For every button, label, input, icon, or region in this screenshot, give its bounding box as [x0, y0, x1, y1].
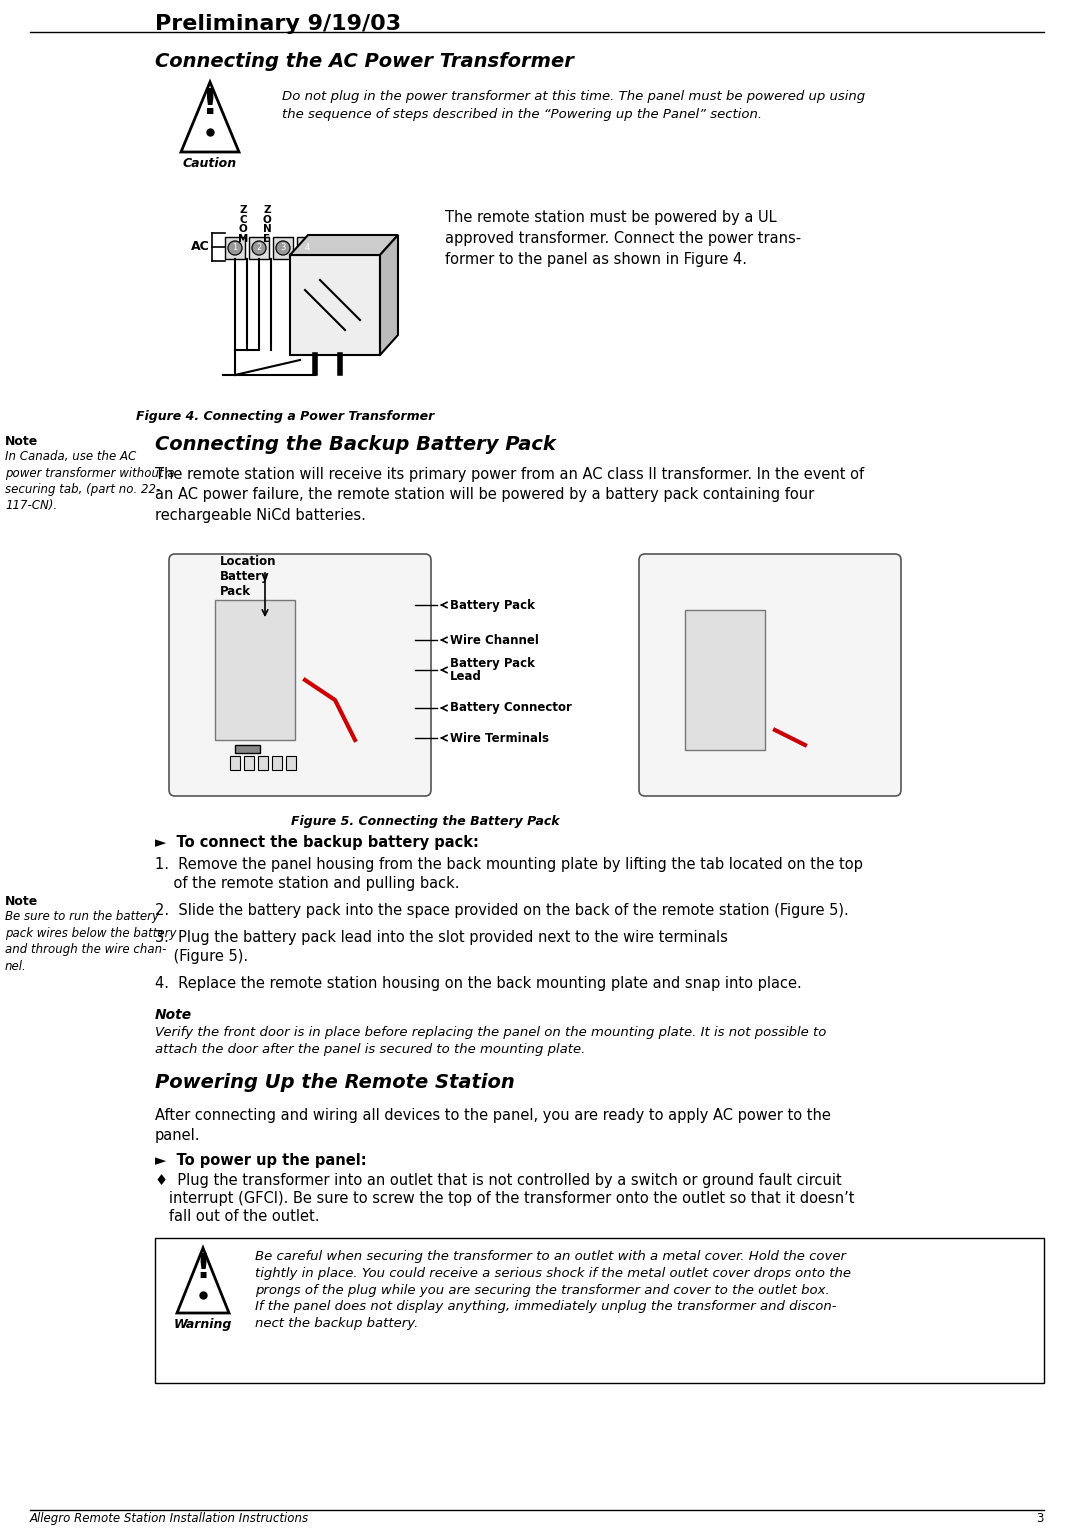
FancyBboxPatch shape [639, 554, 901, 796]
Text: The remote station will receive its primary power from an AC class II transforme: The remote station will receive its prim… [155, 466, 865, 523]
Text: ►  To connect the backup battery pack:: ► To connect the backup battery pack: [155, 834, 479, 850]
Text: Wire Terminals: Wire Terminals [450, 732, 549, 744]
Text: Location
Battery
Pack: Location Battery Pack [220, 555, 276, 598]
Bar [215, 600, 295, 739]
Text: Figure 5. Connecting the Battery Pack: Figure 5. Connecting the Battery Pack [291, 815, 560, 828]
Text: 1.  Remove the panel housing from the back mounting plate by lifting the tab loc: 1. Remove the panel housing from the bac… [155, 858, 862, 891]
Polygon shape [380, 235, 398, 354]
Text: Figure 4. Connecting a Power Transformer: Figure 4. Connecting a Power Transformer [136, 410, 434, 423]
Text: 4.  Replace the remote station housing on the back mounting plate and snap into : 4. Replace the remote station housing on… [155, 976, 802, 991]
Text: Battery Pack
Lead: Battery Pack Lead [450, 657, 535, 684]
Polygon shape [182, 81, 240, 152]
Text: !: ! [202, 87, 218, 121]
Bar [685, 611, 765, 750]
Text: The remote station must be powered by a UL
approved transformer. Connect the pow: The remote station must be powered by a … [445, 210, 801, 267]
Circle shape [276, 241, 290, 255]
Circle shape [252, 241, 266, 255]
Bar [258, 756, 268, 770]
Bar [249, 236, 268, 259]
Text: Note: Note [155, 1008, 192, 1022]
Bar [286, 756, 296, 770]
Text: Wire Channel: Wire Channel [450, 634, 539, 646]
Polygon shape [290, 235, 398, 255]
Bar [290, 255, 380, 354]
Text: Note: Note [5, 436, 39, 448]
Bar [155, 1238, 1044, 1384]
Text: In Canada, use the AC
power transformer without a
securing tab, (part no. 22-
11: In Canada, use the AC power transformer … [5, 449, 175, 512]
Text: AC: AC [191, 241, 211, 253]
Bar [230, 756, 240, 770]
Circle shape [300, 241, 314, 255]
Text: Battery Pack: Battery Pack [450, 598, 535, 612]
Text: 2: 2 [257, 244, 262, 253]
Text: Caution: Caution [183, 156, 237, 170]
Text: Be sure to run the battery
pack wires below the battery
and through the wire cha: Be sure to run the battery pack wires be… [5, 910, 176, 973]
Text: ♦  Plug the transformer into an outlet that is not controlled by a switch or gro: ♦ Plug the transformer into an outlet th… [155, 1174, 842, 1187]
Text: Verify the front door is in place before replacing the panel on the mounting pla: Verify the front door is in place before… [155, 1026, 826, 1055]
Text: Allegro Remote Station Installation Instructions: Allegro Remote Station Installation Inst… [30, 1513, 309, 1525]
Polygon shape [177, 1249, 229, 1313]
Text: 1: 1 [232, 244, 237, 253]
Bar [235, 746, 260, 753]
Text: Preliminary 9/19/03: Preliminary 9/19/03 [155, 14, 401, 34]
Text: Powering Up the Remote Station: Powering Up the Remote Station [155, 1072, 514, 1092]
Text: Battery Connector: Battery Connector [450, 701, 571, 715]
FancyBboxPatch shape [169, 554, 431, 796]
Text: After connecting and wiring all devices to the panel, you are ready to apply AC : After connecting and wiring all devices … [155, 1108, 831, 1143]
Text: Be careful when securing the transformer to an outlet with a metal cover. Hold t: Be careful when securing the transformer… [255, 1250, 851, 1330]
Text: Z
C
O
M: Z C O M [237, 206, 248, 244]
Text: Z
O
N
E: Z O N E [263, 206, 272, 244]
Circle shape [228, 241, 242, 255]
Text: 3.  Plug the battery pack lead into the slot provided next to the wire terminals: 3. Plug the battery pack lead into the s… [155, 930, 728, 965]
Text: ►  To power up the panel:: ► To power up the panel: [155, 1154, 366, 1167]
Text: Connecting the Backup Battery Pack: Connecting the Backup Battery Pack [155, 436, 556, 454]
Bar [244, 756, 253, 770]
Text: Note: Note [5, 894, 39, 908]
Text: 4: 4 [304, 244, 309, 253]
Bar [272, 756, 282, 770]
Text: Connecting the AC Power Transformer: Connecting the AC Power Transformer [155, 52, 574, 71]
Text: !: ! [195, 1252, 211, 1285]
Text: Warning: Warning [174, 1318, 232, 1332]
Bar [224, 236, 245, 259]
Bar [273, 236, 293, 259]
Text: 3: 3 [1036, 1513, 1044, 1525]
Text: interrupt (GFCI). Be sure to screw the top of the transformer onto the outlet so: interrupt (GFCI). Be sure to screw the t… [155, 1190, 855, 1206]
Bar [297, 236, 317, 259]
Text: 3: 3 [280, 244, 286, 253]
Text: fall out of the outlet.: fall out of the outlet. [155, 1209, 319, 1224]
Text: 2.  Slide the battery pack into the space provided on the back of the remote sta: 2. Slide the battery pack into the space… [155, 904, 848, 917]
Text: Do not plug in the power transformer at this time. The panel must be powered up : Do not plug in the power transformer at … [282, 91, 866, 121]
